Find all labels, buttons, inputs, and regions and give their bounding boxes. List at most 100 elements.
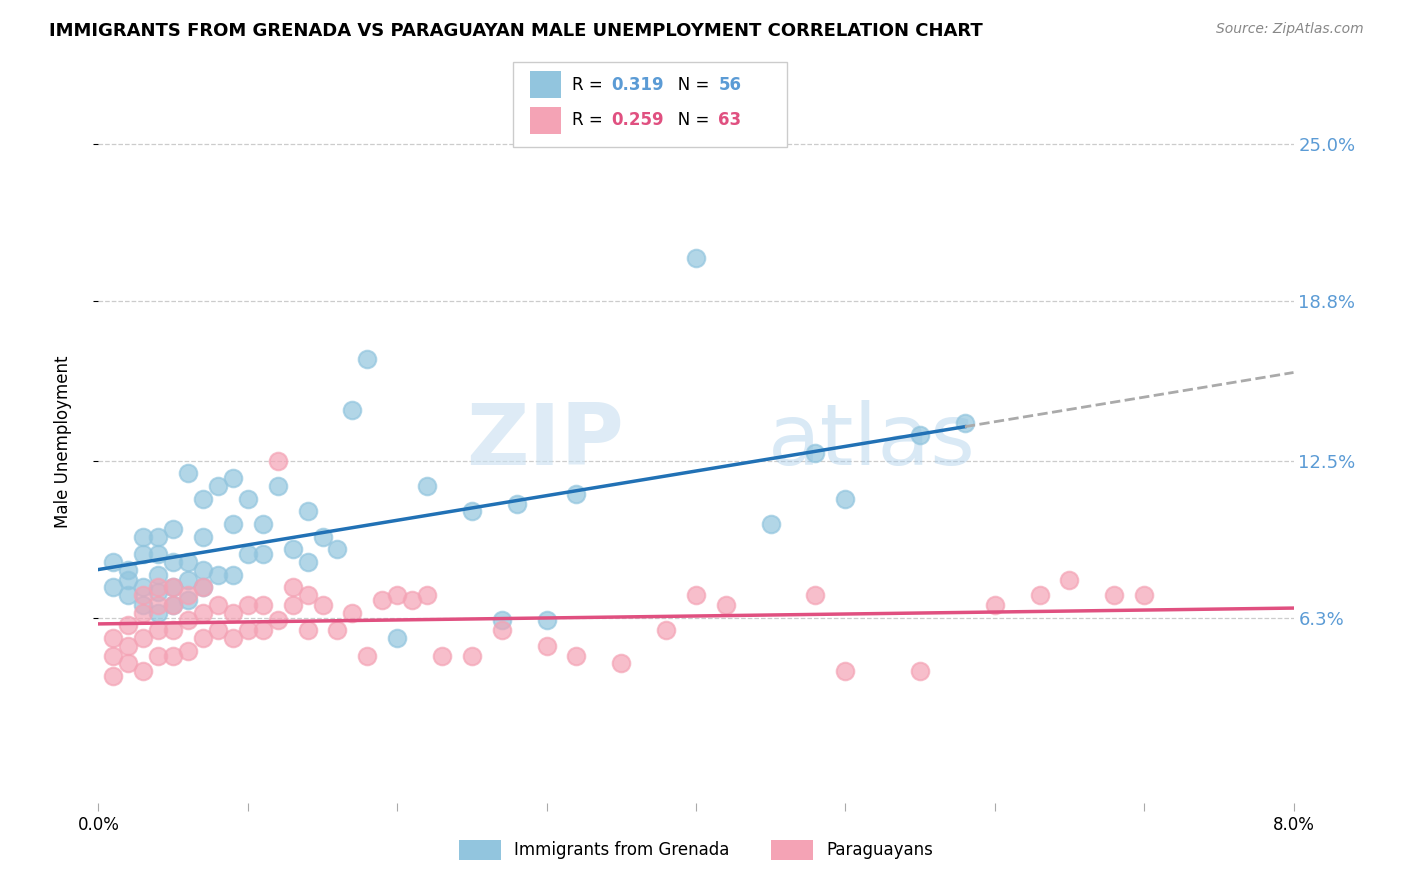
Point: [491, 624, 513, 638]
Point: [281, 580, 304, 594]
Point: [461, 648, 484, 663]
Point: [177, 573, 200, 587]
Point: [834, 491, 856, 506]
Point: [117, 639, 139, 653]
Point: [207, 479, 229, 493]
Point: [804, 446, 827, 460]
Point: [222, 567, 245, 582]
Point: [222, 471, 245, 485]
Point: [984, 598, 1007, 612]
Point: [191, 530, 214, 544]
Text: 0.259: 0.259: [612, 112, 664, 129]
Point: [416, 479, 439, 493]
Point: [162, 598, 184, 612]
Point: [132, 580, 155, 594]
Point: [953, 416, 976, 430]
Point: [1028, 588, 1050, 602]
Point: [655, 624, 678, 638]
Point: [132, 606, 155, 620]
Point: [177, 593, 200, 607]
Point: [536, 613, 558, 627]
Text: atlas: atlas: [768, 400, 976, 483]
Point: [132, 664, 155, 678]
Point: [191, 606, 214, 620]
Point: [177, 467, 200, 481]
Text: IMMIGRANTS FROM GRENADA VS PARAGUAYAN MALE UNEMPLOYMENT CORRELATION CHART: IMMIGRANTS FROM GRENADA VS PARAGUAYAN MA…: [49, 22, 983, 40]
Point: [536, 639, 558, 653]
Point: [191, 580, 214, 594]
Point: [236, 491, 259, 506]
Point: [356, 352, 378, 367]
Point: [132, 530, 155, 544]
Point: [148, 547, 170, 561]
Text: N =: N =: [662, 112, 714, 129]
Point: [1059, 573, 1081, 587]
Text: Source: ZipAtlas.com: Source: ZipAtlas.com: [1216, 22, 1364, 37]
Point: [267, 613, 290, 627]
Point: [356, 648, 378, 663]
Point: [326, 624, 349, 638]
Point: [207, 598, 229, 612]
Point: [132, 598, 155, 612]
Point: [506, 497, 529, 511]
Point: [191, 580, 214, 594]
Point: [297, 588, 319, 602]
Point: [834, 664, 856, 678]
Point: [148, 606, 170, 620]
Point: [461, 504, 484, 518]
Point: [162, 580, 184, 594]
Point: [103, 669, 125, 683]
Text: R =: R =: [572, 112, 609, 129]
Point: [177, 643, 200, 657]
Point: [148, 585, 170, 599]
Point: [148, 624, 170, 638]
Point: [117, 588, 139, 602]
Point: [132, 547, 155, 561]
Point: [1133, 588, 1156, 602]
Point: [714, 598, 737, 612]
Point: [177, 613, 200, 627]
Point: [385, 588, 409, 602]
Point: [685, 588, 707, 602]
Point: [281, 598, 304, 612]
Point: [311, 530, 333, 544]
Y-axis label: Male Unemployment: Male Unemployment: [53, 355, 72, 528]
Point: [117, 657, 139, 671]
Point: [804, 588, 827, 602]
Point: [610, 657, 633, 671]
Point: [222, 606, 245, 620]
Point: [297, 504, 319, 518]
Point: [148, 598, 170, 612]
Point: [401, 593, 423, 607]
Text: 56: 56: [718, 76, 741, 94]
Point: [222, 631, 245, 645]
Point: [430, 648, 453, 663]
Point: [191, 563, 214, 577]
Point: [311, 598, 333, 612]
Point: [252, 624, 274, 638]
Point: [236, 598, 259, 612]
Point: [132, 588, 155, 602]
Point: [117, 573, 139, 587]
Point: [103, 555, 125, 569]
Text: 0.319: 0.319: [612, 76, 664, 94]
Point: [1104, 588, 1126, 602]
Legend: Immigrants from Grenada, Paraguayans: Immigrants from Grenada, Paraguayans: [453, 833, 939, 867]
Point: [236, 547, 259, 561]
Point: [177, 588, 200, 602]
Point: [162, 555, 184, 569]
Point: [685, 251, 707, 265]
Text: ZIP: ZIP: [467, 400, 624, 483]
Text: R =: R =: [572, 76, 609, 94]
Point: [267, 453, 290, 467]
Point: [385, 631, 409, 645]
Point: [103, 580, 125, 594]
Point: [103, 631, 125, 645]
Point: [297, 624, 319, 638]
Point: [148, 648, 170, 663]
Point: [252, 547, 274, 561]
Point: [267, 479, 290, 493]
Point: [162, 522, 184, 536]
Point: [908, 428, 931, 442]
Point: [162, 598, 184, 612]
